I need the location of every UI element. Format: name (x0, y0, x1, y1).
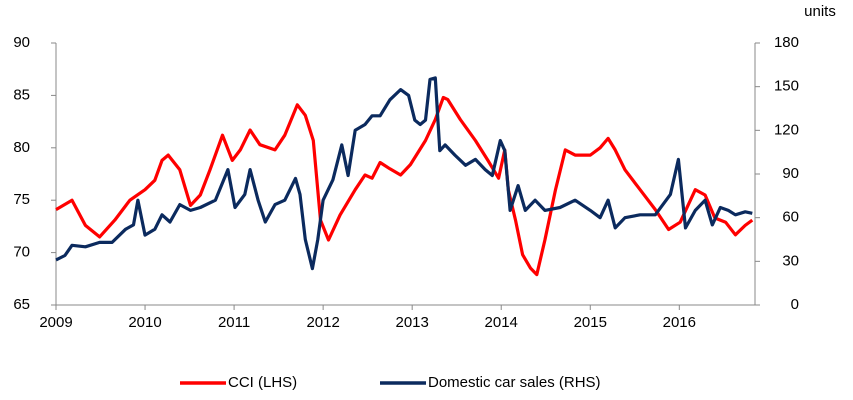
series-line (55, 76, 753, 271)
x-tick-label: 2009 (39, 314, 72, 331)
x-tick-label: 2016 (663, 314, 696, 331)
y-tick-label: 65 (13, 296, 30, 313)
x-tick-label: 2013 (395, 314, 428, 331)
y2-tick-label: 90 (782, 165, 799, 182)
legend-label: Domestic car sales (RHS) (428, 374, 601, 391)
y2-tick-label: 150 (774, 78, 799, 95)
y-tick-label: 85 (13, 86, 30, 103)
x-tick-label: 2010 (128, 314, 161, 331)
x-tick-label: 2011 (218, 314, 250, 331)
y-tick-label: 80 (13, 139, 30, 156)
y2-axis-label: units (804, 3, 836, 20)
x-tick-label: 2014 (485, 314, 518, 331)
y2-tick-label: 120 (774, 121, 799, 138)
y-tick-label: 90 (13, 34, 30, 51)
y-tick-label: 75 (13, 191, 30, 208)
x-tick-label: 2012 (306, 314, 339, 331)
y2-tick-label: 30 (782, 252, 799, 269)
y2-tick-label: 180 (774, 34, 799, 51)
y-tick-label: 70 (13, 244, 30, 261)
y2-tick-label: 60 (782, 209, 799, 226)
legend-label: CCI (LHS) (228, 374, 297, 391)
x-tick-label: 2015 (574, 314, 607, 331)
series-line (55, 95, 754, 277)
y2-tick-label: 0 (791, 296, 799, 313)
